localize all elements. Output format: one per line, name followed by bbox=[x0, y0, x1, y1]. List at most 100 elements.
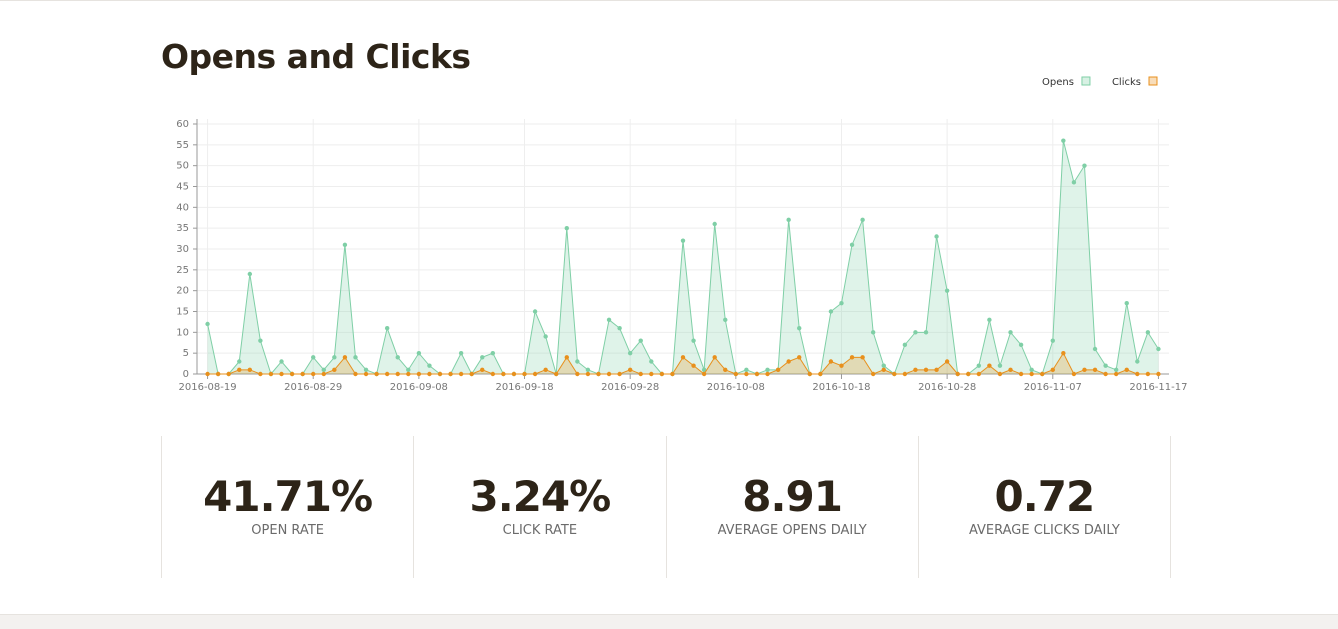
point bbox=[966, 371, 971, 377]
point bbox=[585, 371, 591, 377]
point bbox=[311, 355, 316, 360]
point bbox=[395, 355, 400, 360]
point bbox=[1124, 367, 1129, 373]
point bbox=[723, 367, 728, 373]
point bbox=[1018, 342, 1024, 348]
stat-card: 3.24% CLICK RATE bbox=[414, 436, 667, 578]
point bbox=[342, 242, 348, 248]
point bbox=[1008, 367, 1013, 373]
point bbox=[987, 317, 992, 323]
point bbox=[311, 371, 316, 377]
point bbox=[247, 271, 253, 277]
point bbox=[786, 217, 791, 223]
point bbox=[670, 371, 675, 377]
point bbox=[976, 363, 982, 368]
point bbox=[1008, 330, 1013, 335]
point bbox=[723, 317, 728, 323]
point bbox=[839, 363, 844, 368]
stat-value: 8.91 bbox=[742, 472, 843, 521]
footer-bar bbox=[0, 614, 1338, 629]
stat-value: 3.24% bbox=[469, 472, 612, 521]
point bbox=[1113, 371, 1119, 377]
point bbox=[606, 371, 612, 377]
y-tick-label: 40 bbox=[176, 202, 189, 213]
x-tick-label: 2016-11-17 bbox=[1129, 382, 1187, 393]
point bbox=[1082, 163, 1087, 168]
point bbox=[617, 325, 622, 331]
point bbox=[860, 217, 865, 223]
y-tick-label: 25 bbox=[176, 265, 189, 276]
point bbox=[765, 367, 770, 373]
point bbox=[797, 355, 802, 360]
point bbox=[786, 359, 791, 364]
point bbox=[955, 371, 960, 377]
chart-title: Opens and Clicks bbox=[161, 37, 471, 76]
point bbox=[627, 367, 633, 373]
point bbox=[680, 238, 686, 243]
point bbox=[205, 321, 210, 327]
point bbox=[406, 367, 411, 373]
point bbox=[522, 371, 527, 377]
point bbox=[1029, 367, 1034, 373]
x-tick-label: 2016-10-18 bbox=[812, 382, 870, 393]
point bbox=[554, 371, 559, 377]
point bbox=[691, 338, 696, 343]
point bbox=[1103, 371, 1108, 377]
y-tick-label: 45 bbox=[176, 182, 189, 193]
point bbox=[395, 371, 400, 377]
x-tick-label: 2016-10-28 bbox=[918, 382, 976, 393]
x-tick-label: 2016-08-29 bbox=[284, 382, 342, 393]
point bbox=[638, 338, 643, 343]
point bbox=[701, 371, 707, 377]
point bbox=[321, 371, 326, 377]
point bbox=[342, 355, 348, 360]
point bbox=[427, 371, 432, 377]
y-tick-label: 10 bbox=[176, 327, 189, 338]
x-tick-label: 2016-10-08 bbox=[707, 382, 765, 393]
area bbox=[207, 140, 1159, 374]
y-tick-label: 50 bbox=[176, 161, 189, 172]
stat-label: AVERAGE CLICKS DAILY bbox=[968, 523, 1120, 538]
point bbox=[1040, 371, 1045, 377]
point bbox=[416, 350, 422, 356]
point bbox=[775, 367, 781, 373]
point bbox=[458, 350, 464, 356]
point bbox=[532, 309, 538, 314]
point bbox=[944, 288, 950, 293]
stat-label: AVERAGE OPENS DAILY bbox=[717, 523, 867, 538]
point bbox=[353, 355, 358, 360]
point bbox=[627, 350, 633, 356]
point bbox=[480, 367, 485, 373]
point bbox=[384, 371, 390, 377]
point bbox=[649, 359, 654, 364]
point bbox=[501, 371, 506, 377]
point bbox=[1092, 346, 1098, 352]
point bbox=[797, 325, 802, 331]
y-tick-label: 35 bbox=[176, 223, 189, 234]
point bbox=[712, 355, 717, 360]
point bbox=[564, 355, 569, 360]
point bbox=[575, 371, 580, 377]
point bbox=[321, 367, 326, 373]
point bbox=[680, 355, 686, 360]
point bbox=[1071, 371, 1077, 377]
point bbox=[1145, 330, 1151, 335]
point bbox=[712, 221, 717, 227]
point bbox=[564, 225, 569, 231]
point bbox=[532, 371, 538, 377]
point bbox=[247, 367, 253, 373]
point bbox=[934, 367, 939, 373]
point bbox=[870, 371, 876, 377]
point bbox=[458, 371, 464, 377]
stat-label: OPEN RATE bbox=[251, 523, 324, 538]
point bbox=[300, 371, 305, 377]
point bbox=[1061, 350, 1066, 356]
point bbox=[744, 367, 749, 373]
stat-card: 0.72 AVERAGE CLICKS DAILY bbox=[919, 436, 1171, 578]
point bbox=[1145, 371, 1151, 377]
point bbox=[1050, 338, 1055, 343]
x-tick-label: 2016-08-19 bbox=[179, 382, 237, 393]
point bbox=[1029, 371, 1034, 377]
point bbox=[226, 371, 231, 377]
point bbox=[215, 371, 221, 377]
